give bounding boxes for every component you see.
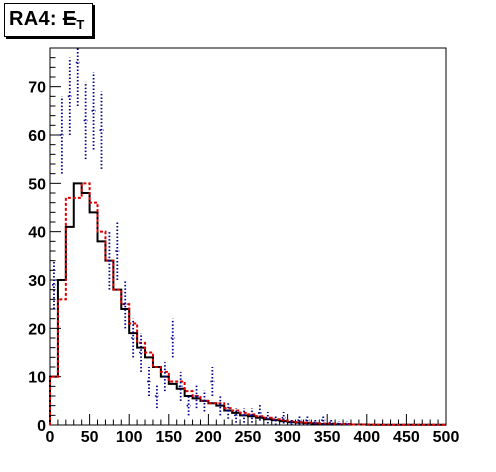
axis-ticks xyxy=(49,47,447,426)
missing-et-symbol: E xyxy=(62,8,77,30)
y-tick-label: 10 xyxy=(28,370,46,387)
x-tick-label: 400 xyxy=(353,429,380,446)
title-prefix: RA4: xyxy=(9,8,63,30)
y-tick-label: 20 xyxy=(28,321,46,338)
x-tick-label: 200 xyxy=(195,429,222,446)
chart-title-box: RA4: ET xyxy=(4,3,93,37)
histogram-dashed xyxy=(49,182,446,426)
tick-labels: 0 50 100 150 200 250 300 350 400 450 500 0 10 20 30 40 5… xyxy=(28,80,459,446)
x-tick-label: 350 xyxy=(314,429,341,446)
x-tick-label: 0 xyxy=(46,429,55,446)
y-tick-label: 70 xyxy=(28,80,46,97)
x-tick-label: 250 xyxy=(235,429,262,446)
x-tick-label: 500 xyxy=(433,429,460,446)
y-tick-label: 40 xyxy=(28,225,46,242)
x-tick-label: 100 xyxy=(116,429,143,446)
chart-title: RA4: ET xyxy=(9,8,85,32)
y-tick-label: 50 xyxy=(28,176,46,193)
x-tick-label: 300 xyxy=(274,429,301,446)
histogram-solid xyxy=(49,182,446,426)
x-tick-label: 50 xyxy=(81,429,99,446)
x-tick-label: 450 xyxy=(393,429,420,446)
x-tick-label: 150 xyxy=(155,429,182,446)
y-tick-label: 60 xyxy=(28,128,46,145)
title-subscript: T xyxy=(76,17,85,32)
y-tick-label: 0 xyxy=(37,418,46,435)
y-tick-label: 30 xyxy=(28,273,46,290)
data-series xyxy=(49,48,446,426)
